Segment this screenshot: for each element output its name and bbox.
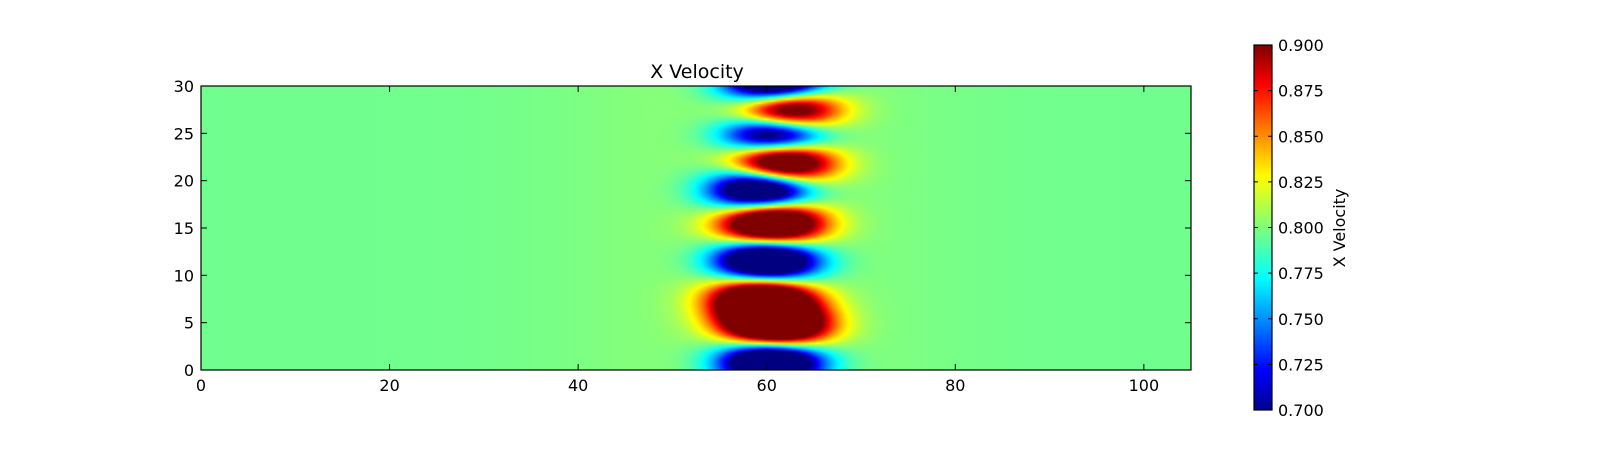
y-tick-label: 15 <box>174 219 194 238</box>
y-tick-label: 20 <box>174 172 194 191</box>
x-tick-label: 40 <box>568 376 588 395</box>
x-tick-label: 60 <box>757 376 777 395</box>
colorbar-tick-label: 0.750 <box>1278 310 1324 329</box>
x-tick-label: 100 <box>1129 376 1160 395</box>
x-tick-label: 0 <box>196 376 206 395</box>
colorbar-tick-label: 0.875 <box>1278 82 1324 101</box>
colorbar-tick-label: 0.900 <box>1278 36 1324 55</box>
y-tick-label: 0 <box>184 361 194 380</box>
colorbar-tick-label: 0.850 <box>1278 127 1324 146</box>
chart-title: X Velocity <box>650 61 744 83</box>
colorbar-gradient <box>1254 45 1272 410</box>
x-tick-label: 80 <box>945 376 965 395</box>
colorbar-ticks: 0.700 0.725 0.750 0.775 0.800 0.825 0.850 0.875… <box>1254 36 1324 420</box>
colorbar-tick-label: 0.725 <box>1278 355 1324 374</box>
colorbar-tick-label: 0.825 <box>1278 173 1324 192</box>
x-axis-ticks: 0 20 40 60 80 100 <box>196 86 1159 395</box>
colorbar-label: X Velocity <box>1330 189 1349 268</box>
x-tick-label: 20 <box>379 376 399 395</box>
colorbar-tick-label: 0.800 <box>1278 219 1324 238</box>
y-tick-label: 10 <box>174 266 194 285</box>
y-axis-ticks: 0 5 10 15 20 25 30 <box>174 77 1191 380</box>
colorbar-tick-label: 0.775 <box>1278 264 1324 283</box>
colorbar-tick-label: 0.700 <box>1278 401 1324 420</box>
y-tick-label: 25 <box>174 124 194 143</box>
y-tick-label: 30 <box>174 77 194 96</box>
velocity-heatmap <box>201 86 1191 370</box>
y-tick-label: 5 <box>184 314 194 333</box>
heatmap-plot-area <box>201 86 1191 370</box>
